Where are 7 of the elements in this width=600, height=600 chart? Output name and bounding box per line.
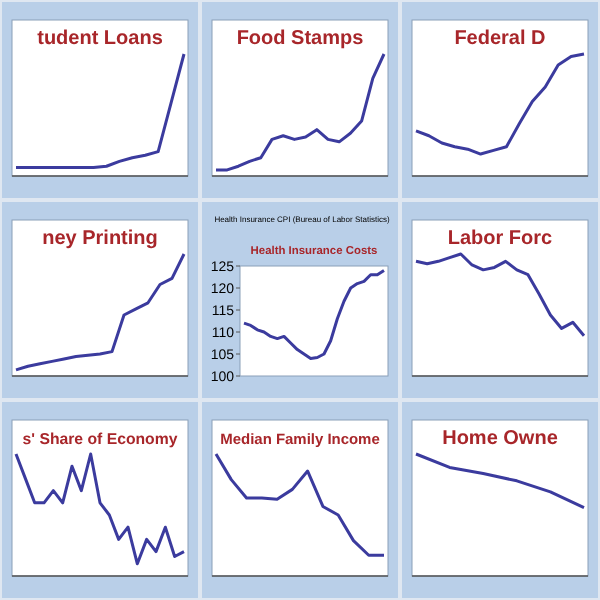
chart-title: ney Printing xyxy=(42,228,158,250)
chart-title: Food Stamps xyxy=(236,28,365,50)
chart-title: Labor Forc xyxy=(447,228,554,250)
chart-title: Federal D xyxy=(454,28,546,50)
line-series xyxy=(242,268,386,360)
chart-title: Home Owne xyxy=(442,428,559,450)
chart-title: tudent Loans xyxy=(37,28,164,50)
